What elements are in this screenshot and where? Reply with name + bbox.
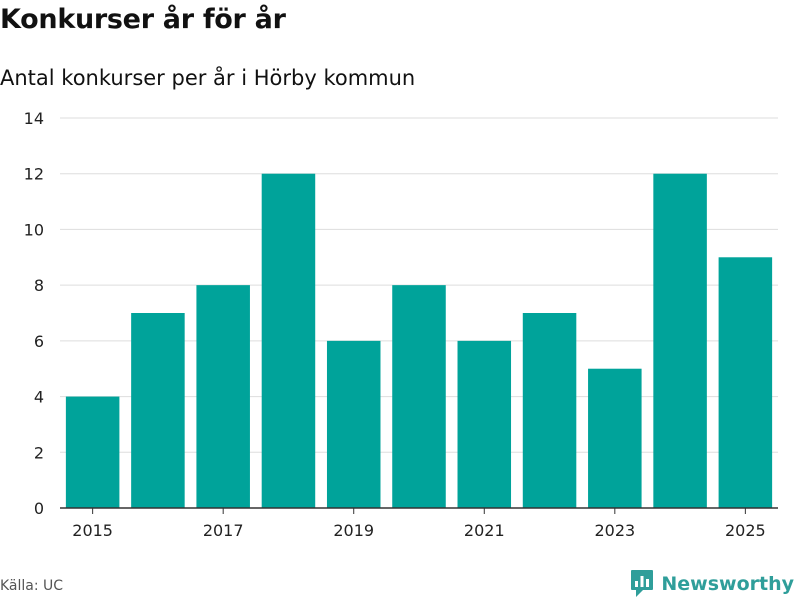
bar-2015 xyxy=(65,396,120,508)
bar-2017 xyxy=(196,285,250,508)
y-tick-label-6: 6 xyxy=(34,332,44,351)
chart-subtitle: Antal konkurser per år i Hörby kommun xyxy=(0,66,416,90)
bar-2022 xyxy=(522,313,577,508)
x-tick-label-2015: 2015 xyxy=(72,521,113,540)
bar-2019 xyxy=(326,340,381,508)
axes: 0 2 4 6 8 10 12 14 2015 2017 2019 2021 2023 2025 xyxy=(24,109,778,540)
source-note: Källa: UC xyxy=(0,578,64,594)
bar-2025 xyxy=(718,257,773,508)
x-tick-label-2019: 2019 xyxy=(333,521,374,540)
y-tick-label-2: 2 xyxy=(34,443,44,462)
x-tick-label-2021: 2021 xyxy=(464,521,505,540)
x-tick-label-2025: 2025 xyxy=(725,521,766,540)
bar-chart: 0 2 4 6 8 10 12 14 2015 2017 2019 2021 2023 2025 xyxy=(24,109,778,540)
bar-2023 xyxy=(588,368,642,508)
chart-title: Konkurser år för år xyxy=(0,4,286,35)
y-tick-label-10: 10 xyxy=(24,220,44,239)
brand-name: Newsworthy xyxy=(661,573,794,595)
newsworthy-logo-icon xyxy=(631,570,654,597)
bar-2021 xyxy=(457,340,512,508)
y-tick-label-4: 4 xyxy=(34,388,44,407)
bar-2016 xyxy=(131,313,185,508)
brand-logo: Newsworthy xyxy=(630,569,794,599)
bar-2020 xyxy=(392,285,446,508)
bar-2024 xyxy=(653,173,707,508)
bar-2018 xyxy=(261,173,316,508)
y-tick-label-12: 12 xyxy=(24,165,44,184)
bars xyxy=(65,173,773,508)
x-tick-label-2017: 2017 xyxy=(203,521,244,540)
y-tick-label-8: 8 xyxy=(34,276,44,295)
x-tick-label-2023: 2023 xyxy=(594,521,635,540)
y-tick-label-14: 14 xyxy=(24,109,44,128)
y-tick-label-0: 0 xyxy=(34,499,44,518)
